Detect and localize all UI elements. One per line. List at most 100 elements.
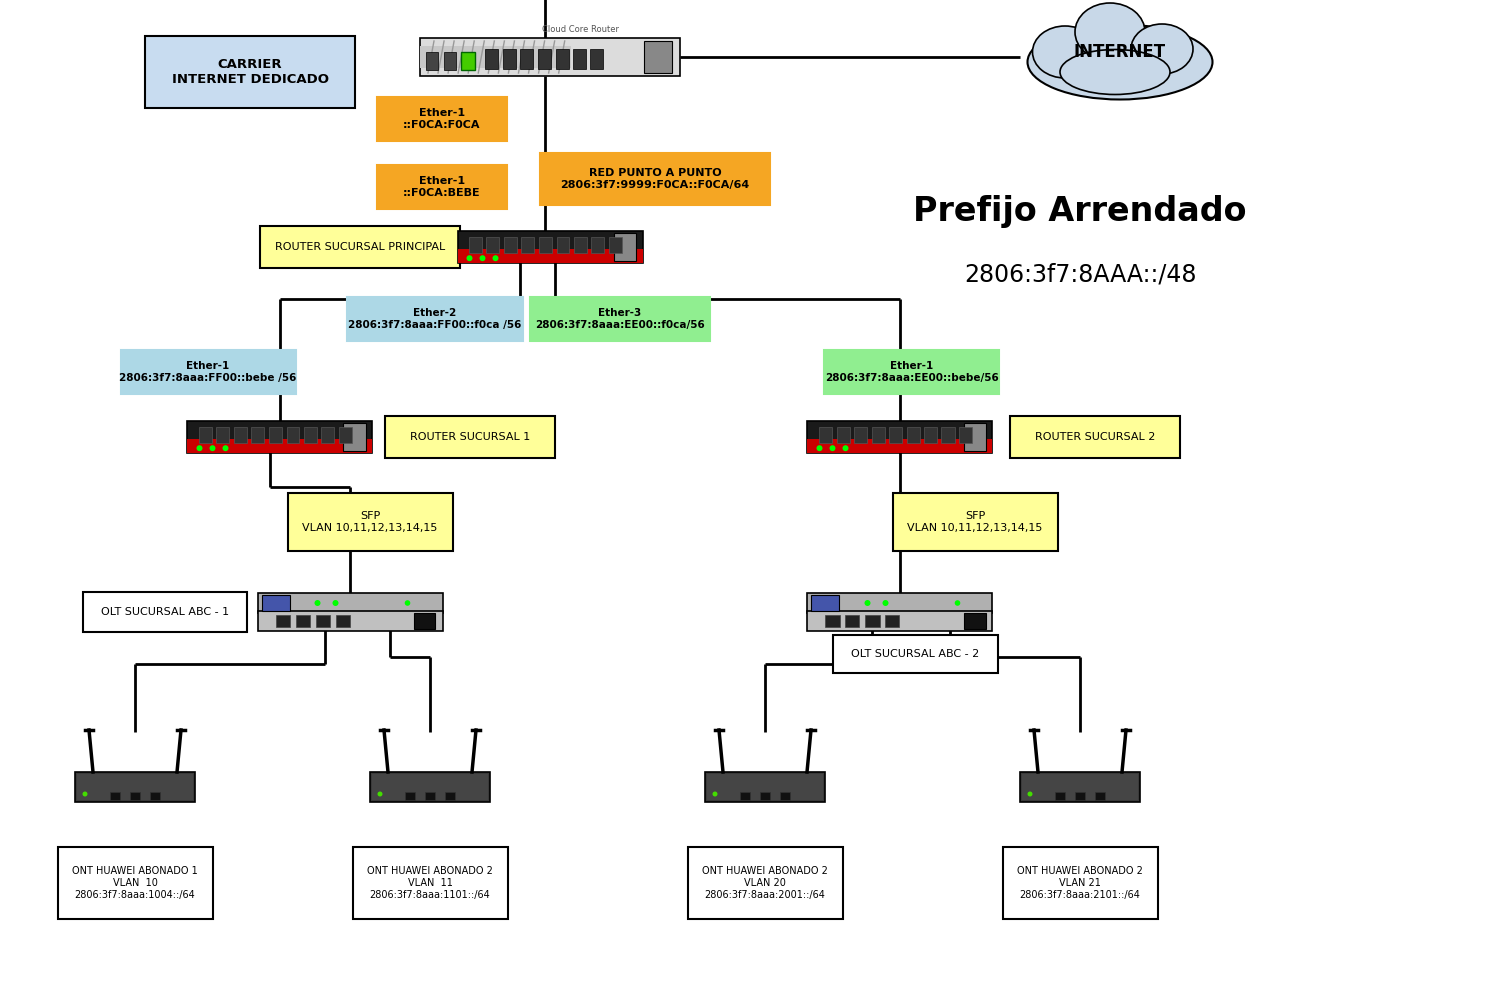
Text: Cloud Core Router: Cloud Core Router bbox=[542, 25, 618, 34]
Text: ONT HUAWEI ABONADO 1
VLAN  10
2806:3f7:8aaa:1004::/64: ONT HUAWEI ABONADO 1 VLAN 10 2806:3f7:8a… bbox=[72, 867, 198, 900]
FancyBboxPatch shape bbox=[540, 153, 770, 205]
Text: Ether-1
2806:3f7:8aaa:FF00::bebe /56: Ether-1 2806:3f7:8aaa:FF00::bebe /56 bbox=[120, 361, 297, 383]
FancyBboxPatch shape bbox=[807, 611, 993, 631]
FancyBboxPatch shape bbox=[216, 427, 229, 443]
FancyBboxPatch shape bbox=[420, 46, 572, 68]
FancyBboxPatch shape bbox=[644, 41, 672, 73]
Text: SFP
VLAN 10,11,12,13,14,15: SFP VLAN 10,11,12,13,14,15 bbox=[303, 511, 438, 533]
FancyBboxPatch shape bbox=[538, 237, 552, 253]
FancyBboxPatch shape bbox=[833, 635, 998, 673]
FancyBboxPatch shape bbox=[522, 237, 534, 253]
Text: OLT SUCURSAL ABC - 1: OLT SUCURSAL ABC - 1 bbox=[100, 607, 230, 617]
Text: CARRIER
INTERNET DEDICADO: CARRIER INTERNET DEDICADO bbox=[171, 58, 328, 86]
FancyBboxPatch shape bbox=[520, 49, 534, 69]
FancyBboxPatch shape bbox=[258, 611, 442, 631]
Text: RED PUNTO A PUNTO
2806:3f7:9999:F0CA::F0CA/64: RED PUNTO A PUNTO 2806:3f7:9999:F0CA::F0… bbox=[561, 168, 750, 189]
FancyBboxPatch shape bbox=[486, 237, 500, 253]
FancyBboxPatch shape bbox=[1022, 774, 1138, 800]
FancyBboxPatch shape bbox=[1095, 792, 1106, 800]
Ellipse shape bbox=[1032, 26, 1098, 78]
FancyBboxPatch shape bbox=[963, 613, 986, 629]
Circle shape bbox=[82, 792, 87, 797]
FancyBboxPatch shape bbox=[260, 226, 460, 268]
Text: ONT HUAWEI ABONADO 2
VLAN 20
2806:3f7:8aaa:2001::/64: ONT HUAWEI ABONADO 2 VLAN 20 2806:3f7:8a… bbox=[702, 867, 828, 900]
FancyBboxPatch shape bbox=[446, 792, 454, 800]
FancyBboxPatch shape bbox=[470, 237, 482, 253]
FancyBboxPatch shape bbox=[344, 423, 366, 451]
Circle shape bbox=[405, 600, 411, 606]
FancyBboxPatch shape bbox=[614, 233, 636, 261]
FancyBboxPatch shape bbox=[687, 847, 843, 919]
Circle shape bbox=[480, 256, 486, 262]
FancyBboxPatch shape bbox=[304, 427, 316, 443]
FancyBboxPatch shape bbox=[426, 52, 438, 70]
FancyBboxPatch shape bbox=[740, 792, 750, 800]
FancyBboxPatch shape bbox=[865, 615, 879, 627]
FancyBboxPatch shape bbox=[460, 52, 476, 70]
Circle shape bbox=[830, 445, 836, 451]
FancyBboxPatch shape bbox=[591, 237, 604, 253]
FancyBboxPatch shape bbox=[458, 248, 642, 263]
Text: Ether-3
2806:3f7:8aaa:EE00::f0ca/56: Ether-3 2806:3f7:8aaa:EE00::f0ca/56 bbox=[536, 309, 705, 330]
FancyBboxPatch shape bbox=[150, 792, 160, 800]
Text: ROUTER SUCURSAL 1: ROUTER SUCURSAL 1 bbox=[410, 432, 530, 442]
Text: Ether-1
::F0CA:F0CA: Ether-1 ::F0CA:F0CA bbox=[404, 108, 480, 130]
FancyBboxPatch shape bbox=[780, 792, 790, 800]
FancyBboxPatch shape bbox=[812, 595, 840, 611]
FancyBboxPatch shape bbox=[504, 237, 518, 253]
FancyBboxPatch shape bbox=[853, 427, 867, 443]
FancyBboxPatch shape bbox=[958, 427, 972, 443]
Text: INTERNET: INTERNET bbox=[1074, 43, 1166, 61]
Circle shape bbox=[492, 256, 498, 262]
FancyBboxPatch shape bbox=[942, 427, 954, 443]
Circle shape bbox=[378, 792, 382, 797]
Text: OLT SUCURSAL ABC - 2: OLT SUCURSAL ABC - 2 bbox=[850, 649, 980, 659]
FancyBboxPatch shape bbox=[871, 427, 885, 443]
FancyBboxPatch shape bbox=[82, 592, 248, 632]
FancyBboxPatch shape bbox=[1020, 772, 1140, 802]
FancyBboxPatch shape bbox=[188, 421, 372, 453]
Text: Prefijo Arrendado: Prefijo Arrendado bbox=[914, 195, 1246, 228]
FancyBboxPatch shape bbox=[807, 593, 993, 613]
FancyBboxPatch shape bbox=[705, 772, 825, 802]
FancyBboxPatch shape bbox=[146, 36, 356, 108]
FancyBboxPatch shape bbox=[424, 792, 435, 800]
FancyBboxPatch shape bbox=[458, 231, 642, 263]
FancyBboxPatch shape bbox=[405, 792, 416, 800]
FancyBboxPatch shape bbox=[252, 427, 264, 443]
FancyBboxPatch shape bbox=[555, 49, 568, 69]
FancyBboxPatch shape bbox=[963, 423, 986, 451]
FancyBboxPatch shape bbox=[924, 427, 938, 443]
Circle shape bbox=[333, 600, 339, 606]
FancyBboxPatch shape bbox=[288, 493, 453, 551]
Text: ROUTER SUCURSAL 2: ROUTER SUCURSAL 2 bbox=[1035, 432, 1155, 442]
FancyBboxPatch shape bbox=[837, 427, 849, 443]
Circle shape bbox=[210, 445, 216, 451]
FancyBboxPatch shape bbox=[538, 49, 550, 69]
FancyBboxPatch shape bbox=[573, 49, 586, 69]
FancyBboxPatch shape bbox=[234, 427, 248, 443]
FancyBboxPatch shape bbox=[336, 615, 350, 627]
FancyBboxPatch shape bbox=[825, 350, 999, 394]
FancyBboxPatch shape bbox=[268, 427, 282, 443]
Text: 2806:3f7:8AAA::/48: 2806:3f7:8AAA::/48 bbox=[963, 262, 1197, 286]
Circle shape bbox=[816, 445, 822, 451]
FancyBboxPatch shape bbox=[315, 615, 330, 627]
Ellipse shape bbox=[1028, 24, 1212, 99]
Text: Ether-1
::F0CA:BEBE: Ether-1 ::F0CA:BEBE bbox=[404, 176, 482, 197]
FancyBboxPatch shape bbox=[574, 237, 586, 253]
FancyBboxPatch shape bbox=[276, 615, 290, 627]
Circle shape bbox=[843, 445, 849, 451]
FancyBboxPatch shape bbox=[486, 49, 498, 69]
FancyBboxPatch shape bbox=[807, 439, 993, 453]
FancyBboxPatch shape bbox=[200, 427, 211, 443]
FancyBboxPatch shape bbox=[339, 427, 352, 443]
FancyBboxPatch shape bbox=[57, 847, 213, 919]
Text: ONT HUAWEI ABONADO 2
VLAN  11
2806:3f7:8aaa:1101::/64: ONT HUAWEI ABONADO 2 VLAN 11 2806:3f7:8a… bbox=[368, 867, 494, 900]
FancyBboxPatch shape bbox=[76, 774, 194, 800]
FancyBboxPatch shape bbox=[321, 427, 334, 443]
FancyBboxPatch shape bbox=[503, 49, 516, 69]
FancyBboxPatch shape bbox=[1002, 847, 1158, 919]
FancyBboxPatch shape bbox=[1054, 792, 1065, 800]
Ellipse shape bbox=[1131, 24, 1192, 74]
